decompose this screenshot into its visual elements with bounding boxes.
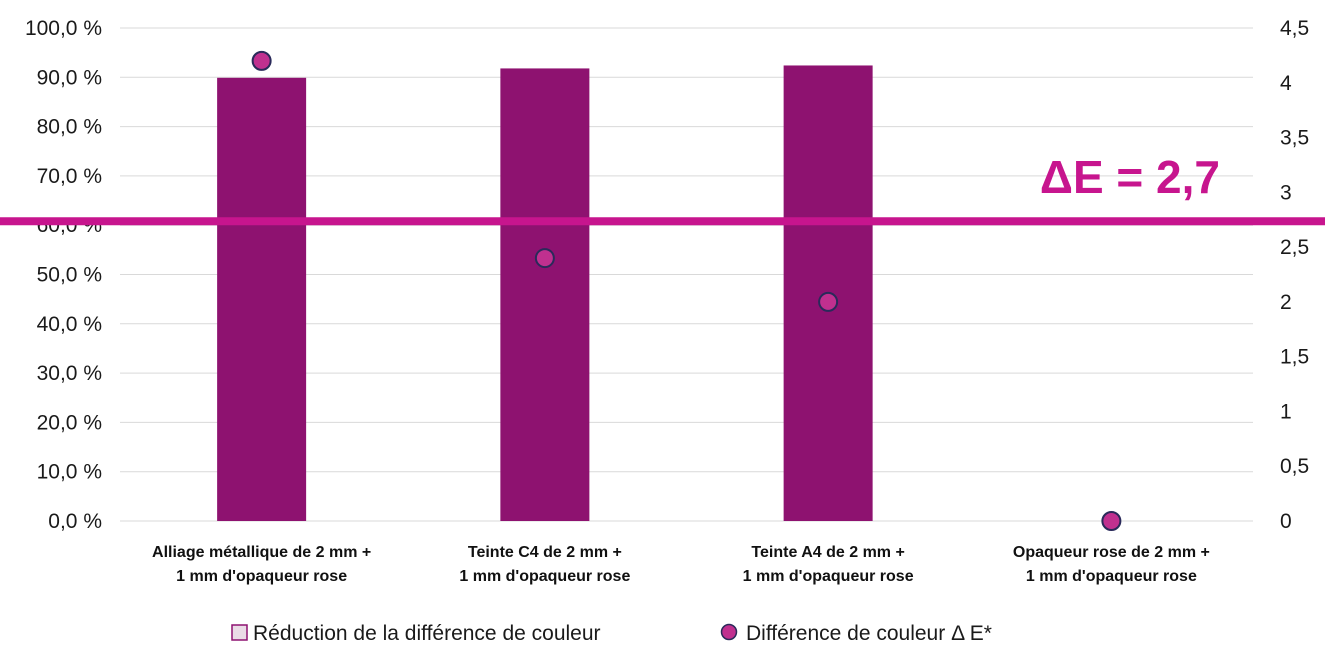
- legend-circle-icon: [720, 623, 738, 641]
- left-tick-label: 40,0 %: [37, 313, 102, 336]
- legend: Réduction de la différence de couleur Di…: [231, 622, 992, 645]
- left-tick-label: 80,0 %: [37, 116, 102, 139]
- left-tick-label: 70,0 %: [37, 165, 102, 188]
- left-tick-label: 30,0 %: [37, 362, 102, 385]
- category-label: Opaqueur rose de 2 mm +: [1013, 544, 1210, 561]
- category-label: Alliage métallique de 2 mm +: [152, 544, 371, 561]
- right-tick-label: 1,5: [1280, 346, 1309, 369]
- threshold-label: ΔE = 2,7: [1040, 151, 1220, 203]
- left-tick-label: 10,0 %: [37, 461, 102, 484]
- legend-item-reduction: Réduction de la différence de couleur: [253, 622, 601, 645]
- legend-square-icon: [231, 624, 248, 641]
- category-label: 1 mm d'opaqueur rose: [176, 568, 347, 585]
- legend-item-delta-e: Différence de couleur Δ E*: [746, 622, 992, 645]
- threshold-line: ΔE = 2,7: [0, 151, 1325, 226]
- right-tick-label: 0: [1280, 510, 1292, 533]
- right-tick-label: 3: [1280, 181, 1292, 204]
- marker-series: [251, 50, 1122, 531]
- right-axis: 0 0,5 1 1,5 2 2,5 3 3,5 4 4,5: [1280, 17, 1309, 533]
- left-tick-label: 50,0 %: [37, 264, 102, 287]
- left-tick-label: 20,0 %: [37, 411, 102, 434]
- right-tick-label: 1: [1280, 400, 1292, 423]
- left-tick-label: 90,0 %: [37, 66, 102, 89]
- data-point: [251, 50, 272, 71]
- left-tick-label: 0,0 %: [48, 510, 102, 533]
- left-axis: 0,0 %10,0 %20,0 %30,0 %40,0 %50,0 %60,0 …: [25, 17, 102, 533]
- category-label: 1 mm d'opaqueur rose: [743, 568, 914, 585]
- category-label: 1 mm d'opaqueur rose: [1026, 568, 1197, 585]
- right-tick-label: 2,5: [1280, 236, 1309, 259]
- left-tick-label: 100,0 %: [25, 17, 102, 40]
- data-point: [534, 248, 555, 269]
- right-tick-label: 3,5: [1280, 127, 1309, 150]
- category-label: Teinte A4 de 2 mm +: [751, 544, 904, 561]
- right-tick-label: 4: [1280, 72, 1292, 95]
- category-labels: Alliage métallique de 2 mm + 1 mm d'opaqu…: [152, 544, 1210, 585]
- right-tick-label: 2: [1280, 291, 1292, 314]
- right-tick-label: 0,5: [1280, 455, 1309, 478]
- category-label: Teinte C4 de 2 mm +: [468, 544, 622, 561]
- bar: [500, 68, 590, 522]
- right-tick-label: 4,5: [1280, 17, 1309, 40]
- category-label: 1 mm d'opaqueur rose: [459, 568, 630, 585]
- data-point: [818, 291, 839, 312]
- bar: [217, 77, 307, 521]
- bar-series: [217, 65, 873, 522]
- data-point: [1101, 511, 1122, 531]
